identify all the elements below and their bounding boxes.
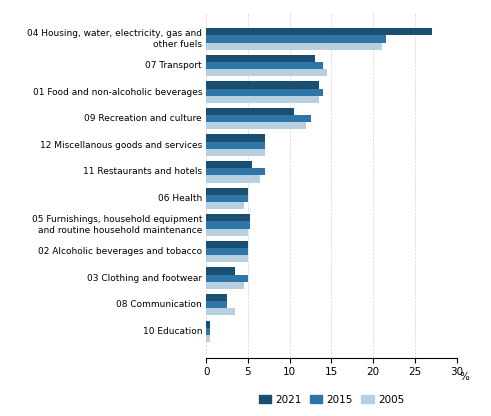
Bar <box>206 89 323 96</box>
Bar <box>206 282 244 289</box>
Bar <box>206 42 382 50</box>
Bar <box>206 188 248 195</box>
Bar <box>206 195 248 202</box>
Bar <box>206 82 319 89</box>
Bar <box>206 122 306 129</box>
Bar <box>206 221 249 228</box>
Bar <box>206 321 210 328</box>
Bar <box>206 241 248 248</box>
Bar <box>206 108 294 115</box>
Bar <box>206 301 227 308</box>
Bar <box>206 168 265 176</box>
Bar <box>206 228 248 236</box>
Bar <box>206 161 252 168</box>
Bar <box>206 96 319 103</box>
Bar <box>206 28 432 35</box>
Bar <box>206 149 265 156</box>
Bar <box>206 335 210 342</box>
Bar <box>206 115 310 122</box>
Legend: 2021, 2015, 2005: 2021, 2015, 2005 <box>254 391 409 409</box>
Bar <box>206 69 327 76</box>
Bar <box>206 214 249 221</box>
Bar <box>206 134 265 142</box>
Bar <box>206 328 210 335</box>
Bar <box>206 176 260 183</box>
Bar <box>206 294 227 301</box>
Bar <box>206 35 385 42</box>
Bar <box>206 308 235 315</box>
Text: %: % <box>459 371 469 381</box>
Bar <box>206 62 323 69</box>
Bar <box>206 275 248 282</box>
Bar <box>206 55 315 62</box>
Bar <box>206 248 248 255</box>
Bar <box>206 202 244 209</box>
Bar <box>206 255 248 262</box>
Bar <box>206 267 235 275</box>
Bar <box>206 142 265 149</box>
